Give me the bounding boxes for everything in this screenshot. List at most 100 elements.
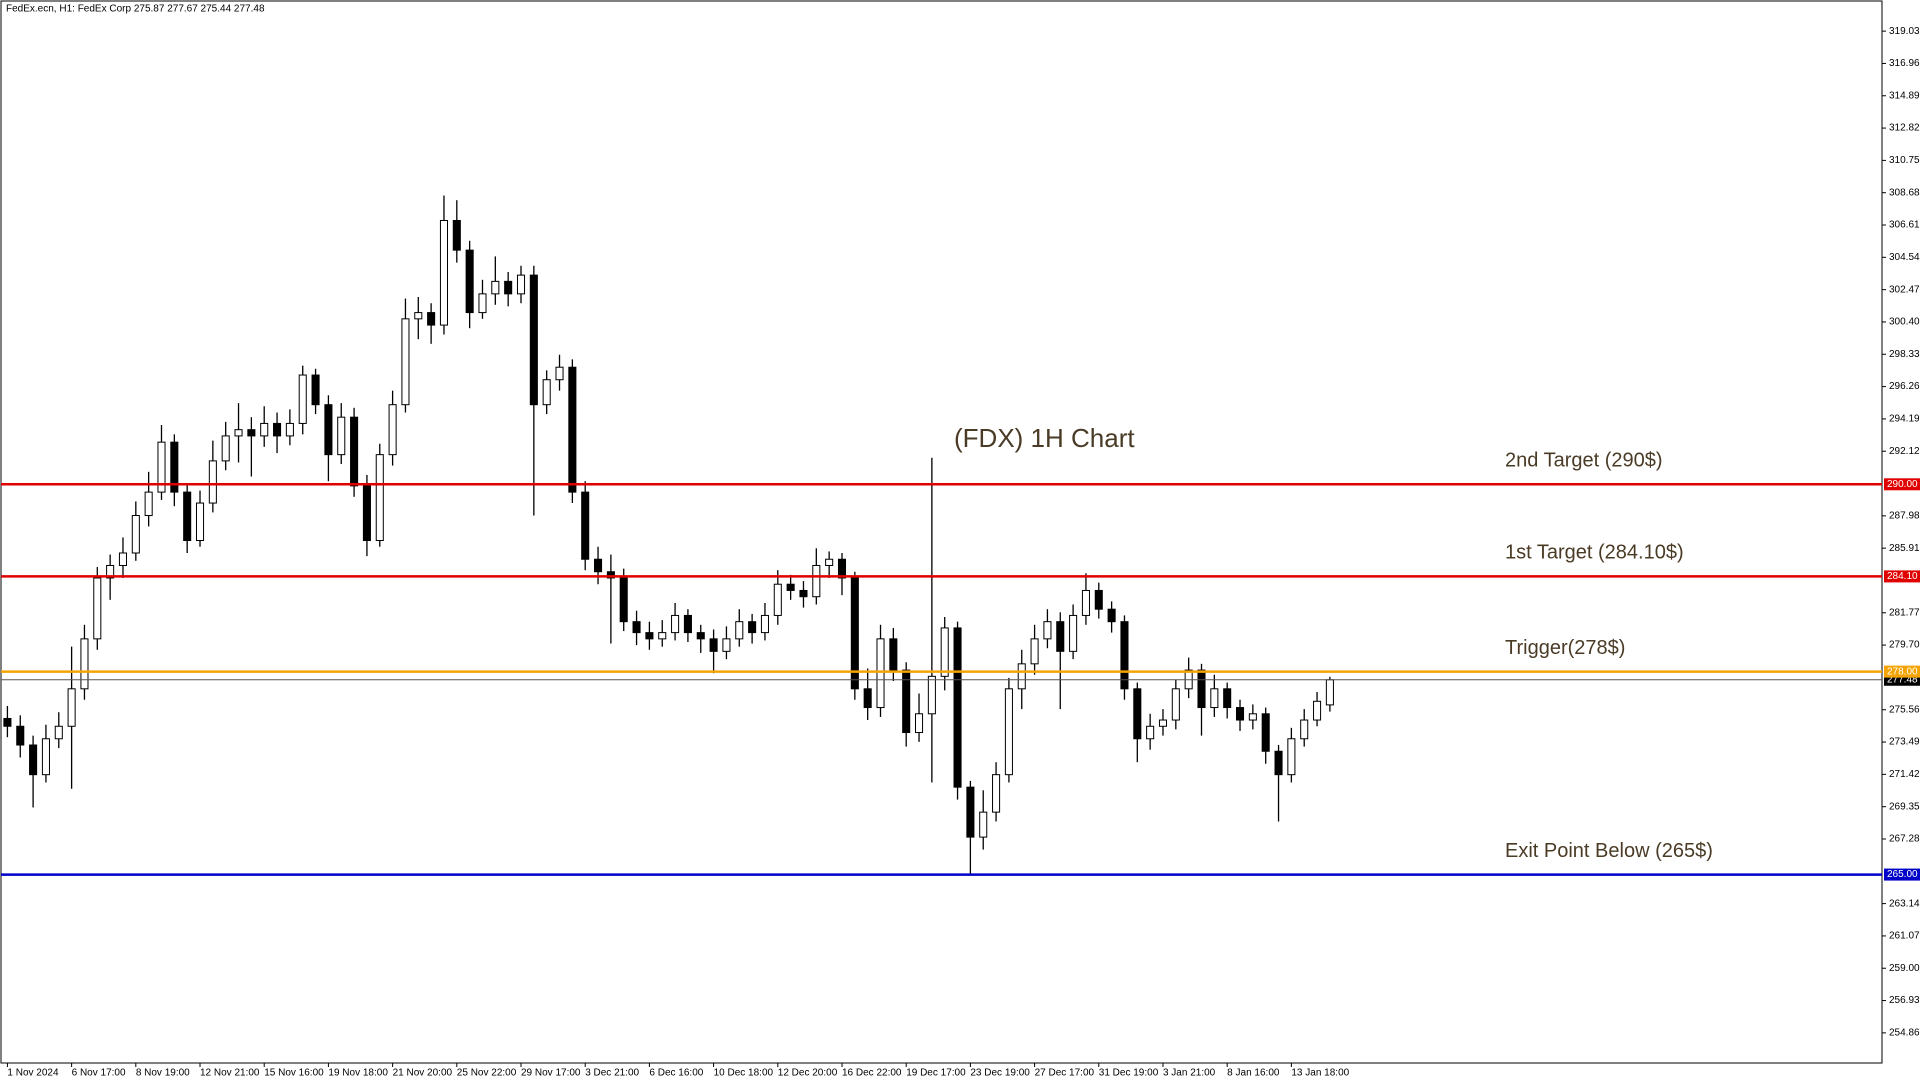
candle-body	[170, 441, 179, 493]
candle-body	[1300, 719, 1309, 740]
candle-body	[1030, 638, 1039, 665]
candle-body	[645, 632, 654, 640]
candle-body	[414, 312, 423, 320]
y-tick-label: 302.47	[1889, 284, 1920, 295]
level-label: 278.00	[1887, 666, 1918, 677]
candle-body	[504, 280, 513, 295]
y-tick-label: 314.89	[1889, 90, 1920, 101]
y-tick-label: 256.93	[1889, 995, 1920, 1006]
level-label: 265.00	[1887, 869, 1918, 880]
x-tick-label: 8 Jan 16:00	[1227, 1068, 1280, 1079]
candle-body	[29, 744, 38, 776]
chart-title: (FDX) 1H Chart	[954, 423, 1135, 453]
candle-body	[247, 429, 256, 437]
x-tick-label: 12 Dec 20:00	[778, 1068, 838, 1079]
candle-body	[439, 219, 448, 326]
candle-body	[41, 738, 50, 776]
y-tick-label: 308.68	[1889, 187, 1920, 198]
candle-body	[298, 374, 307, 424]
x-tick-label: 25 Nov 22:00	[457, 1068, 517, 1079]
candle-body	[683, 614, 692, 634]
candle-body	[837, 558, 847, 579]
candle-body	[273, 422, 282, 437]
candle-body	[1120, 621, 1129, 690]
y-tick-label: 271.42	[1889, 769, 1920, 780]
candle-body	[863, 688, 872, 709]
level-box	[1884, 665, 1920, 678]
x-tick-label: 31 Dec 19:00	[1099, 1068, 1159, 1079]
candle-body	[1287, 738, 1296, 776]
candle-body	[208, 460, 217, 504]
candle-body	[735, 621, 744, 640]
y-tick-label: 292.12	[1889, 446, 1920, 457]
candle-body	[234, 429, 243, 437]
y-tick-label: 298.33	[1889, 349, 1920, 360]
x-tick-label: 21 Nov 20:00	[393, 1068, 453, 1079]
candle-body	[285, 422, 294, 437]
candle-body	[1325, 679, 1334, 706]
candle-body	[1081, 589, 1090, 616]
candle-body	[940, 627, 949, 677]
y-tick-label: 279.70	[1889, 640, 1920, 651]
candle-body	[427, 312, 436, 326]
x-tick-label: 19 Nov 18:00	[328, 1068, 388, 1079]
y-tick-label: 259.00	[1889, 963, 1920, 974]
candle-body	[375, 454, 384, 542]
candle-body	[696, 632, 705, 640]
y-tick-label: 281.77	[1889, 607, 1920, 618]
x-tick-label: 8 Nov 19:00	[136, 1068, 190, 1079]
y-tick-label: 267.28	[1889, 834, 1920, 845]
y-tick-label: 285.91	[1889, 543, 1920, 554]
candle-body	[401, 318, 410, 406]
y-tick-label: 304.54	[1889, 252, 1920, 263]
level-box	[1884, 868, 1920, 881]
x-tick-label: 6 Nov 17:00	[72, 1068, 126, 1079]
candle-body	[67, 688, 76, 727]
candle-body	[722, 638, 731, 652]
y-tick-label: 263.14	[1889, 898, 1920, 909]
candle-body	[1261, 713, 1270, 752]
y-tick-label: 275.56	[1889, 704, 1920, 715]
candle-body	[106, 564, 115, 579]
candle-body	[93, 577, 102, 640]
candle-body	[1107, 608, 1116, 623]
x-tick-label: 6 Dec 16:00	[649, 1068, 703, 1079]
candle-body	[183, 491, 192, 542]
candle-body	[555, 366, 564, 381]
y-tick-label: 316.96	[1889, 58, 1920, 69]
candle-body	[388, 404, 397, 456]
level-annotation: 2nd Target (290$)	[1505, 450, 1663, 472]
candle-body	[786, 583, 795, 591]
x-tick-label: 29 Nov 17:00	[521, 1068, 581, 1079]
candle-body	[619, 577, 628, 623]
candle-body	[709, 638, 718, 652]
candle-body	[80, 638, 89, 690]
candle-body	[465, 249, 474, 314]
candle-body	[118, 552, 128, 566]
plot-frame	[0, 0, 1883, 1064]
candle-body	[671, 614, 680, 634]
candle-body	[131, 515, 140, 554]
candle-body	[825, 558, 834, 566]
candle-body	[3, 717, 12, 727]
candle-body	[54, 725, 63, 740]
y-tick-label: 312.82	[1889, 123, 1920, 134]
candle-body	[1171, 688, 1180, 721]
y-tick-label: 310.75	[1889, 155, 1920, 166]
candle-body	[966, 786, 975, 838]
y-tick-label: 269.35	[1889, 801, 1920, 812]
x-tick-label: 27 Dec 17:00	[1035, 1068, 1095, 1079]
candle-body	[1274, 750, 1283, 776]
x-tick-label: 1 Nov 2024	[7, 1068, 59, 1079]
candle-body	[1210, 688, 1219, 709]
candle-body	[953, 627, 962, 788]
candle-body	[812, 564, 821, 598]
candle-body	[658, 632, 667, 640]
candle-body	[748, 621, 757, 634]
candle-body	[260, 422, 269, 437]
candle-body	[324, 404, 333, 456]
candle-body	[1043, 621, 1052, 640]
x-tick-label: 13 Jan 18:00	[1291, 1068, 1349, 1079]
level-label: 290.00	[1887, 479, 1918, 490]
